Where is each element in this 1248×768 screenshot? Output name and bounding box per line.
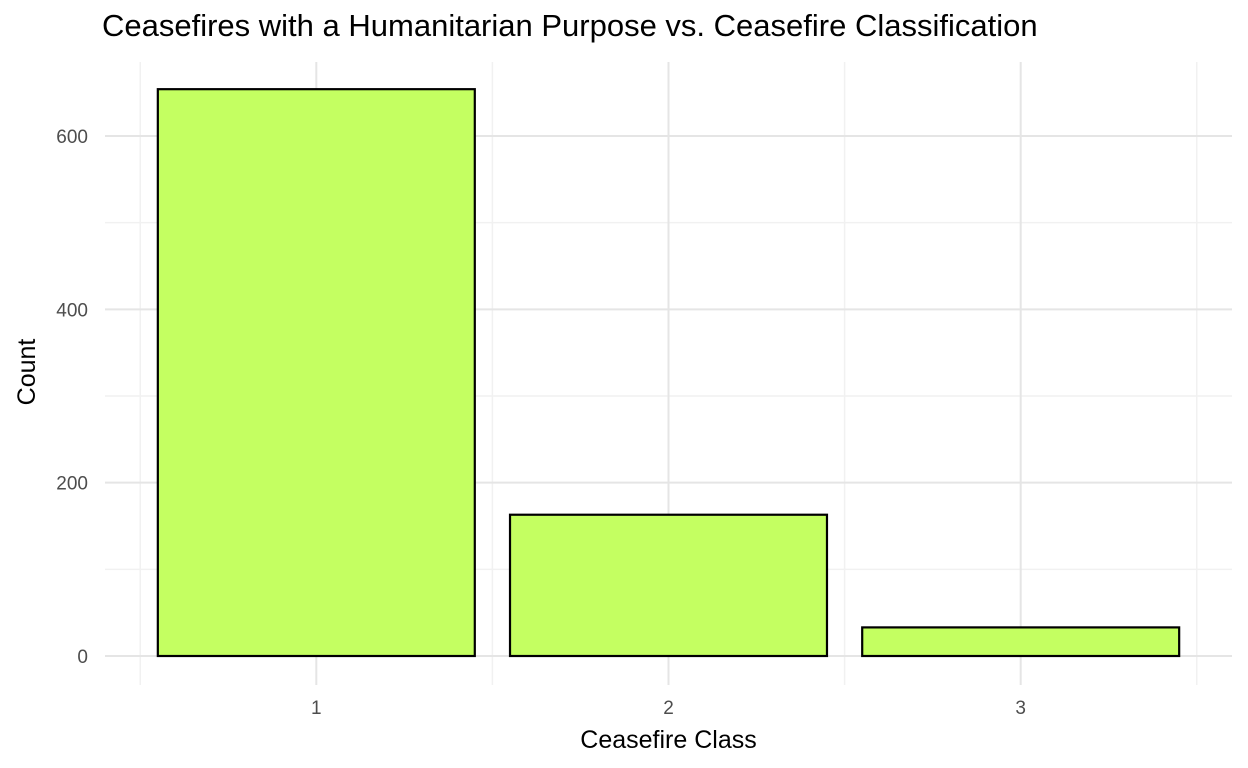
y-axis-title: Count [13, 339, 41, 406]
x-tick-label: 2 [663, 698, 674, 719]
y-tick-label: 400 [56, 300, 88, 321]
bars-layer [156, 88, 1181, 658]
bar-class-1 [156, 88, 476, 658]
chart-title: Ceasefires with a Humanitarian Purpose v… [102, 8, 1038, 43]
bar-class-3 [861, 626, 1181, 658]
y-tick-label: 600 [56, 127, 88, 148]
y-tick-label: 0 [77, 647, 88, 668]
y-tick-label: 200 [56, 474, 88, 495]
x-tick-label: 1 [311, 698, 322, 719]
x-axis-title: Ceasefire Class [580, 726, 756, 754]
ticks-layer: 0 200 400 600 1 2 3 [56, 127, 1026, 719]
bar-class-2 [508, 513, 829, 658]
x-tick-label: 3 [1015, 698, 1026, 719]
